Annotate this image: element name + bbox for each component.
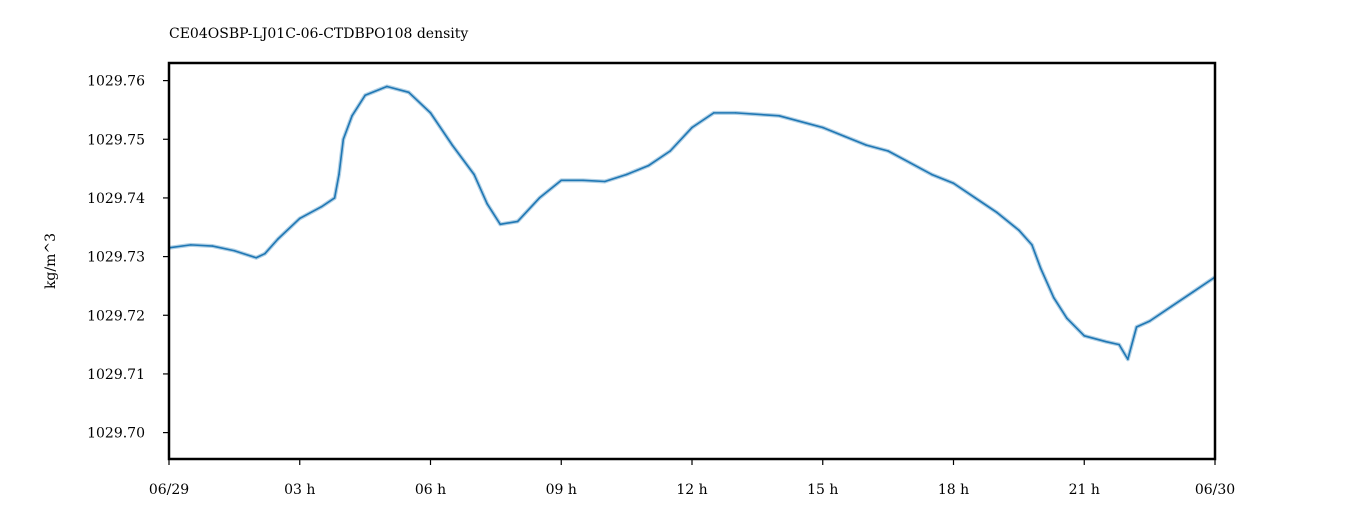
- data-point: [1039, 267, 1042, 270]
- data-point: [516, 220, 519, 223]
- y-tick-label: 1029.70: [87, 426, 145, 442]
- data-point: [778, 115, 780, 117]
- y-tick-label: 1029.73: [87, 250, 145, 266]
- data-point: [996, 211, 998, 214]
- plot-area: [168, 84, 1217, 362]
- data-point: [211, 245, 214, 247]
- x-tick-label: 21 h: [1069, 482, 1100, 498]
- series-line: [168, 85, 1216, 361]
- data-point: [407, 91, 410, 94]
- data-point: [1052, 296, 1055, 299]
- data-point: [486, 203, 488, 205]
- data-point: [582, 179, 584, 182]
- data-point: [333, 197, 336, 199]
- x-tick-label: 15 h: [807, 482, 838, 498]
- x-tick-label: 09 h: [546, 482, 577, 498]
- data-point: [451, 144, 454, 146]
- x-tick-label: 18 h: [938, 482, 969, 498]
- data-point: [734, 112, 737, 114]
- data-point: [277, 238, 279, 240]
- data-point: [1066, 317, 1068, 320]
- y-axis: 1029.70 1029.71 1029.72 1029.73 1029.74 1029.…: [87, 74, 169, 442]
- data-point: [338, 173, 340, 176]
- data-point: [909, 161, 911, 164]
- data-point: [669, 150, 672, 152]
- data-point: [1170, 305, 1173, 308]
- data-point: [560, 179, 563, 182]
- x-tick-label: 06 h: [415, 482, 446, 498]
- data-point: [351, 115, 353, 117]
- y-tick-label: 1029.74: [87, 191, 145, 207]
- data-point: [952, 182, 955, 185]
- data-point: [843, 135, 846, 138]
- data-point: [386, 85, 388, 88]
- data-point: [1148, 320, 1151, 322]
- data-point: [342, 138, 345, 141]
- x-axis: 06/29 03 h 06 h 09 h 12 h 15 h 18 h 21 h 06/30: [149, 459, 1235, 498]
- data-point: [320, 205, 323, 208]
- data-point: [887, 150, 889, 152]
- x-tick-label: 12 h: [676, 482, 707, 498]
- data-point: [233, 249, 236, 252]
- data-point: [189, 244, 192, 246]
- data-point: [1192, 291, 1195, 293]
- data-point: [647, 164, 650, 167]
- y-tick-label: 1029.72: [87, 308, 145, 324]
- data-point: [1105, 340, 1107, 343]
- data-point: [974, 197, 977, 199]
- y-tick-label: 1029.75: [87, 132, 145, 148]
- data-point: [1018, 229, 1020, 231]
- data-point: [1118, 343, 1120, 346]
- data-point: [429, 112, 432, 114]
- data-point: [625, 173, 628, 176]
- data-point: [255, 256, 257, 259]
- data-point: [298, 217, 301, 220]
- data-point: [865, 144, 868, 146]
- data-point: [1127, 358, 1129, 361]
- data-point: [538, 197, 541, 199]
- data-point: [930, 173, 933, 176]
- data-point: [821, 126, 824, 129]
- data-point: [1083, 335, 1086, 337]
- y-tick-label: 1029.71: [87, 367, 145, 383]
- plot-frame: [167, 61, 1217, 461]
- x-tick-label: 06/29: [149, 482, 189, 498]
- data-point: [499, 223, 502, 226]
- data-point: [691, 126, 693, 129]
- y-axis-label: kg/m^3: [43, 233, 59, 289]
- data-point: [364, 94, 366, 97]
- y-tick-label: 1029.76: [87, 74, 145, 90]
- x-tick-label: 06/30: [1195, 482, 1235, 498]
- data-point: [1135, 326, 1138, 328]
- data-point: [1031, 244, 1033, 246]
- x-tick-label: 03 h: [284, 482, 315, 498]
- data-point: [264, 252, 266, 255]
- data-point: [604, 180, 606, 183]
- data-point: [712, 112, 715, 114]
- data-point: [473, 173, 475, 176]
- chart-title: CE04OSBP-LJ01C-06-CTDBPO108 density: [169, 26, 468, 42]
